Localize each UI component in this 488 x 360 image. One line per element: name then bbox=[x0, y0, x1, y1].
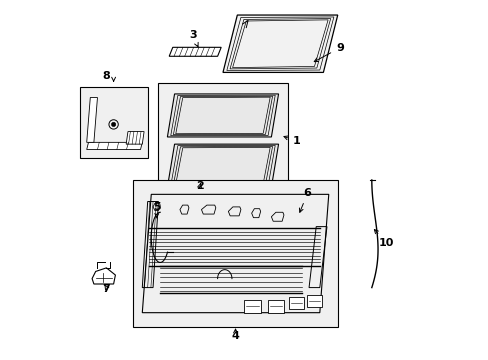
Polygon shape bbox=[167, 94, 278, 137]
Circle shape bbox=[111, 122, 116, 127]
Text: 1: 1 bbox=[284, 136, 300, 146]
Text: 6: 6 bbox=[299, 188, 311, 212]
Text: 10: 10 bbox=[374, 230, 393, 248]
Bar bbox=[158, 83, 287, 202]
Polygon shape bbox=[126, 132, 144, 144]
Bar bbox=[244, 300, 260, 313]
Text: 4: 4 bbox=[231, 331, 239, 341]
Bar bbox=[289, 297, 303, 309]
Text: 8: 8 bbox=[102, 71, 110, 81]
Bar bbox=[133, 180, 337, 327]
Polygon shape bbox=[169, 47, 221, 56]
Text: 7: 7 bbox=[102, 284, 110, 294]
Text: 2: 2 bbox=[196, 181, 203, 191]
Text: 9: 9 bbox=[314, 43, 343, 62]
Polygon shape bbox=[223, 15, 337, 72]
Bar bbox=[306, 295, 321, 307]
Bar bbox=[267, 300, 284, 313]
Polygon shape bbox=[167, 144, 278, 187]
Polygon shape bbox=[86, 98, 97, 142]
Text: 5: 5 bbox=[153, 202, 161, 218]
Text: 3: 3 bbox=[188, 30, 198, 47]
Bar bbox=[80, 87, 147, 158]
Polygon shape bbox=[86, 142, 142, 149]
